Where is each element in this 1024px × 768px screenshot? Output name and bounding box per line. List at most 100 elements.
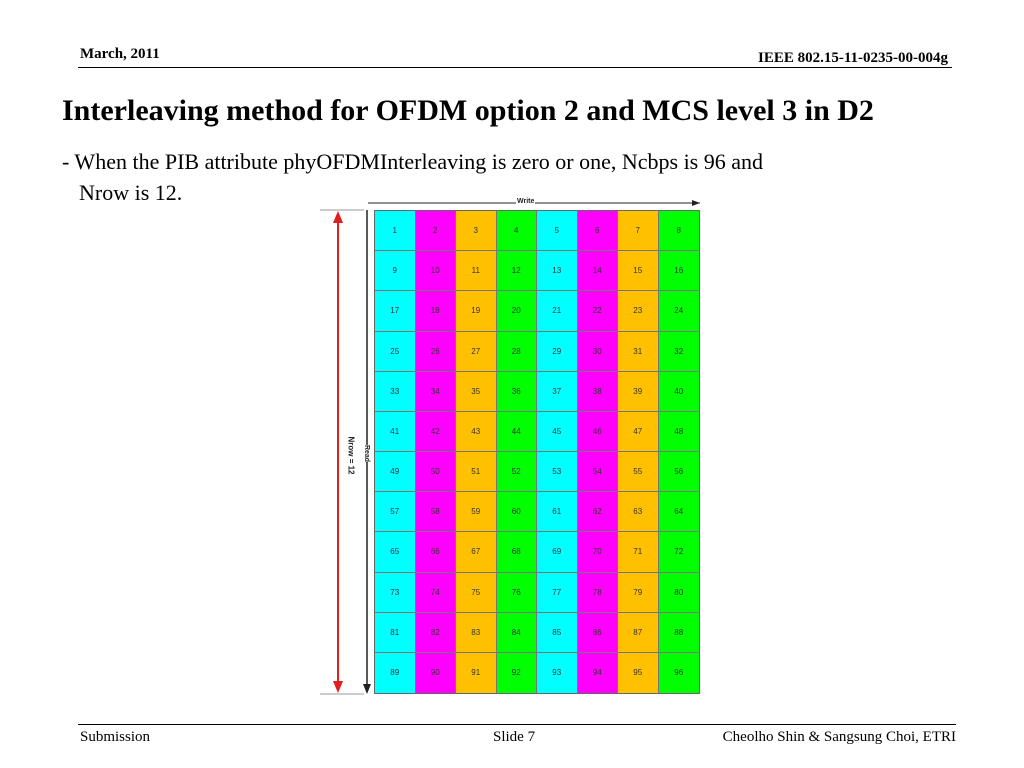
grid-cell: 91 [456, 652, 497, 693]
grid-cell: 64 [658, 492, 699, 533]
grid-cell: 73 [375, 572, 416, 613]
grid-cell: 70 [577, 532, 618, 573]
grid-cell: 61 [537, 492, 578, 533]
grid-cell: 22 [577, 291, 618, 332]
grid-cell: 55 [618, 452, 659, 493]
grid-cell: 78 [577, 572, 618, 613]
read-label: Read [363, 444, 371, 463]
grid-cell: 59 [456, 492, 497, 533]
grid-cell: 58 [415, 492, 456, 533]
grid-cell: 83 [456, 612, 497, 653]
grid-cell: 56 [658, 452, 699, 493]
grid-cell: 28 [496, 331, 537, 372]
slide-title: Interleaving method for OFDM option 2 an… [62, 94, 874, 127]
grid-cell: 24 [658, 291, 699, 332]
grid-cell: 8 [658, 211, 699, 252]
write-label: Write [516, 198, 536, 205]
grid-cell: 38 [577, 371, 618, 412]
grid-cell: 72 [658, 532, 699, 573]
grid-cell: 11 [456, 251, 497, 292]
grid-cell: 23 [618, 291, 659, 332]
grid-cell: 88 [658, 612, 699, 653]
grid-cell: 47 [618, 411, 659, 452]
body-line-1: - When the PIB attribute phyOFDMInterlea… [62, 149, 764, 174]
interleaver-diagram: Write Nrow = 12 Read 1 2 3 4 5 6 7 8 9 10 11 12 13 14… [314, 196, 704, 698]
grid-cell: 41 [375, 411, 416, 452]
grid-cell: 76 [496, 572, 537, 613]
grid-cell: 44 [496, 411, 537, 452]
grid-cell: 12 [496, 251, 537, 292]
grid-cell: 13 [537, 251, 578, 292]
nrow-label: Nrow = 12 [346, 436, 356, 475]
grid-cell: 2 [415, 211, 456, 252]
grid-cell: 5 [537, 211, 578, 252]
grid-cell: 20 [496, 291, 537, 332]
grid-cell: 94 [577, 652, 618, 693]
interleaver-grid: 1 2 3 4 5 6 7 8 9 10 11 12 13 14 15 16 17 18 19 20 21 22 23 24 2… [374, 210, 700, 694]
footer-submission: Submission [80, 729, 151, 745]
grid-cell: 96 [658, 652, 699, 693]
grid-cell: 69 [537, 532, 578, 573]
write-arrowhead [692, 200, 700, 206]
grid-cell: 81 [375, 612, 416, 653]
header-document-id: IEEE 802.15-11-0235-00-004g [757, 50, 948, 66]
grid-cell: 16 [658, 251, 699, 292]
grid-cell: 31 [618, 331, 659, 372]
body-line-2: Nrow is 12. [79, 180, 183, 205]
grid-cell: 53 [537, 452, 578, 493]
grid-cell: 65 [375, 532, 416, 573]
grid-cell: 39 [618, 371, 659, 412]
grid-cell: 26 [415, 331, 456, 372]
grid-cell: 29 [537, 331, 578, 372]
slide-body: - When the PIB attribute phyOFDMInterlea… [62, 146, 982, 208]
grid-cell: 37 [537, 371, 578, 412]
grid-cell: 14 [577, 251, 618, 292]
read-arrowhead [363, 684, 371, 694]
grid-cell: 68 [496, 532, 537, 573]
grid-cell: 1 [375, 211, 416, 252]
grid-cell: 4 [496, 211, 537, 252]
grid-cell: 49 [375, 452, 416, 493]
footer-divider [78, 724, 956, 725]
grid-cell: 50 [415, 452, 456, 493]
grid-cell: 3 [456, 211, 497, 252]
grid-cell: 46 [577, 411, 618, 452]
grid-cell: 52 [496, 452, 537, 493]
grid-cell: 60 [496, 492, 537, 533]
grid-cell: 33 [375, 371, 416, 412]
grid-cell: 6 [577, 211, 618, 252]
grid-cell: 67 [456, 532, 497, 573]
grid-cell: 40 [658, 371, 699, 412]
header-date: March, 2011 [80, 46, 160, 62]
grid-cell: 18 [415, 291, 456, 332]
grid-cell: 80 [658, 572, 699, 613]
grid-cell: 43 [456, 411, 497, 452]
footer-authors: Cheolho Shin & Sangsung Choi, ETRI [722, 729, 956, 745]
grid-cell: 51 [456, 452, 497, 493]
grid-cell: 62 [577, 492, 618, 533]
grid-cell: 74 [415, 572, 456, 613]
grid-cell: 34 [415, 371, 456, 412]
grid-cell: 84 [496, 612, 537, 653]
grid-cell: 7 [618, 211, 659, 252]
grid-cell: 10 [415, 251, 456, 292]
grid-cell: 82 [415, 612, 456, 653]
grid-cell: 35 [456, 371, 497, 412]
grid-cell: 79 [618, 572, 659, 613]
header-divider [78, 67, 952, 68]
grid-cell: 17 [375, 291, 416, 332]
grid-cell: 93 [537, 652, 578, 693]
grid-cell: 92 [496, 652, 537, 693]
grid-cell: 25 [375, 331, 416, 372]
grid-cell: 86 [577, 612, 618, 653]
grid-cell: 63 [618, 492, 659, 533]
grid-cell: 27 [456, 331, 497, 372]
footer-slide-number: Slide 7 [493, 729, 536, 745]
grid-cell: 42 [415, 411, 456, 452]
grid-cell: 85 [537, 612, 578, 653]
grid-cell: 90 [415, 652, 456, 693]
grid-cell: 36 [496, 371, 537, 412]
grid-cell: 9 [375, 251, 416, 292]
grid-cell: 54 [577, 452, 618, 493]
grid-cell: 15 [618, 251, 659, 292]
